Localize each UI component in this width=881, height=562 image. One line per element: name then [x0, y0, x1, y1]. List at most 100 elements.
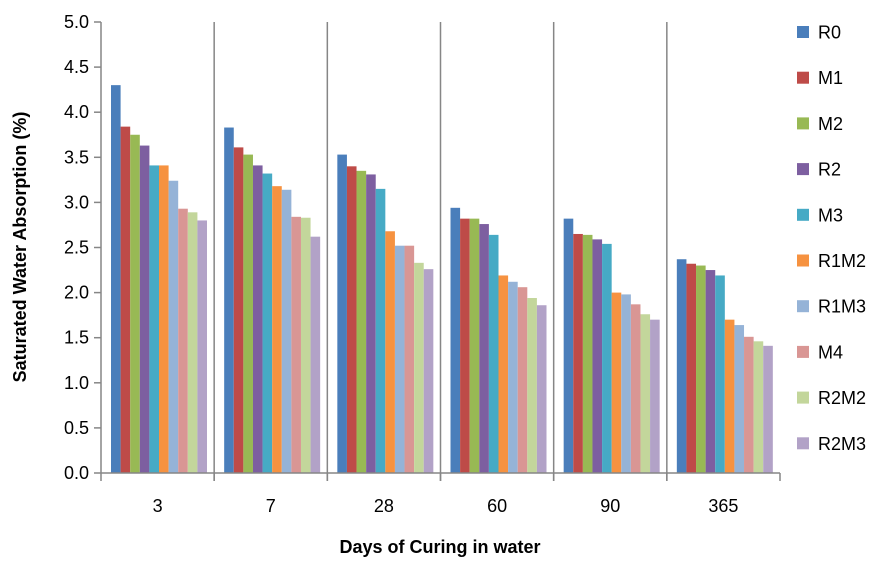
legend-swatch-R2	[797, 163, 809, 176]
legend-label-R2M3: R2M3	[818, 434, 866, 454]
bar-M2-28	[356, 170, 367, 473]
bar-M2-7	[243, 154, 253, 473]
bar-M4-60	[517, 287, 528, 473]
bar-M3-60	[488, 234, 499, 473]
y-tick-label: 1.0	[64, 373, 89, 393]
bar-R0-7	[224, 127, 234, 473]
y-tick-label: 3.5	[64, 147, 89, 167]
bar-R2-28	[366, 174, 376, 473]
legend-swatch-R2M3	[797, 437, 809, 450]
bar-R2-90	[592, 239, 603, 473]
bar-R2M2-365	[753, 341, 764, 473]
bar-R2-3	[139, 145, 150, 473]
bar-R1M3-7	[281, 189, 292, 473]
legend-swatch-M2	[797, 117, 809, 130]
bar-R1M3-60	[508, 281, 518, 473]
bar-R0-28	[337, 154, 347, 473]
bar-R1M2-7	[272, 186, 282, 473]
x-tick-label: 365	[708, 496, 738, 516]
y-tick-label: 1.5	[64, 328, 89, 348]
bar-M2-90	[582, 234, 593, 473]
bar-M1-7	[233, 147, 244, 473]
bar-M4-3	[178, 208, 188, 473]
axes	[94, 21, 781, 481]
bar-M2-3	[130, 134, 140, 473]
y-tick-label: 0.5	[64, 418, 89, 438]
bar-R2M3-28	[423, 269, 434, 473]
legend-label-R1M2: R1M2	[818, 251, 866, 271]
bar-R2M2-28	[414, 262, 424, 473]
bar-M4-28	[404, 245, 415, 473]
bar-M4-90	[630, 304, 641, 473]
bar-M1-28	[346, 166, 357, 473]
y-tick-label: 2.0	[64, 283, 89, 303]
bar-M1-90	[573, 233, 583, 473]
bar-R1M3-365	[734, 325, 745, 473]
y-tick-label: 5.0	[64, 12, 89, 32]
bar-M4-365	[744, 336, 754, 473]
bar-R2M3-7	[310, 236, 321, 473]
y-tick-label: 4.5	[64, 57, 89, 77]
bar-R2M3-3	[197, 220, 207, 473]
legend-label-R2: R2	[818, 160, 841, 180]
bar-M2-365	[696, 265, 706, 473]
legend-label-M1: M1	[818, 68, 843, 88]
x-tick-label: 7	[266, 496, 276, 516]
legend-swatch-M3	[797, 208, 809, 221]
legend-swatch-R1M2	[797, 254, 809, 267]
bar-M1-365	[686, 263, 697, 473]
bar-R0-365	[676, 259, 687, 473]
legend-swatch-M1	[797, 71, 809, 84]
y-tick-label: 2.5	[64, 238, 89, 258]
x-axis-title: Days of Curing in water	[339, 537, 540, 557]
bar-R1M3-28	[394, 245, 405, 473]
x-tick-label: 3	[153, 496, 163, 516]
legend-swatch-R0	[797, 26, 809, 38]
bar-R2-7	[252, 165, 263, 474]
bar-M3-365	[715, 275, 725, 473]
bar-R1M3-3	[168, 180, 179, 473]
bar-R1M2-3	[159, 165, 169, 474]
x-tick-label: 28	[374, 496, 394, 516]
y-tick-label: 0.0	[64, 463, 89, 483]
bar-R1M2-60	[498, 275, 509, 473]
bar-M1-60	[460, 218, 470, 473]
bar-R2M2-7	[300, 217, 311, 473]
y-tick-label: 3.0	[64, 192, 89, 212]
bar-M3-7	[262, 173, 273, 474]
bar-M3-90	[602, 243, 612, 473]
bar-R2-365	[705, 270, 716, 473]
legend-label-R0: R0	[818, 23, 841, 43]
bar-M3-3	[149, 165, 159, 474]
bar-R1M2-90	[611, 292, 622, 473]
bar-R0-60	[450, 207, 461, 473]
bar-R1M2-28	[385, 231, 395, 473]
y-axis-title: Saturated Water Absorption (%)	[10, 112, 30, 383]
bar-R0-90	[563, 218, 574, 473]
legend-swatch-R1M3	[797, 300, 809, 313]
legend-swatch-M4	[797, 345, 809, 358]
legend-swatch-R2M2	[797, 391, 809, 404]
bar-R2M3-90	[650, 319, 660, 473]
bar-M4-7	[291, 216, 301, 473]
bar-R1M2-365	[724, 319, 735, 473]
bar-R1M3-90	[621, 294, 631, 473]
bar-R2M3-365	[763, 345, 773, 473]
bars	[111, 85, 773, 474]
bar-R2M2-90	[640, 314, 651, 473]
legend-label-R1M3: R1M3	[818, 297, 866, 317]
bar-R2-60	[479, 224, 489, 473]
bar-R2M2-3	[187, 212, 198, 473]
bar-M1-3	[120, 126, 131, 473]
bar-M2-60	[469, 218, 480, 473]
legend-label-M4: M4	[818, 342, 843, 362]
bar-R2M2-60	[527, 298, 537, 473]
legend-label-R2M2: R2M2	[818, 388, 866, 408]
bar-R2M3-60	[536, 305, 547, 473]
bar-R0-3	[111, 85, 121, 473]
bar-M3-28	[375, 188, 386, 473]
x-tick-label: 60	[487, 496, 507, 516]
